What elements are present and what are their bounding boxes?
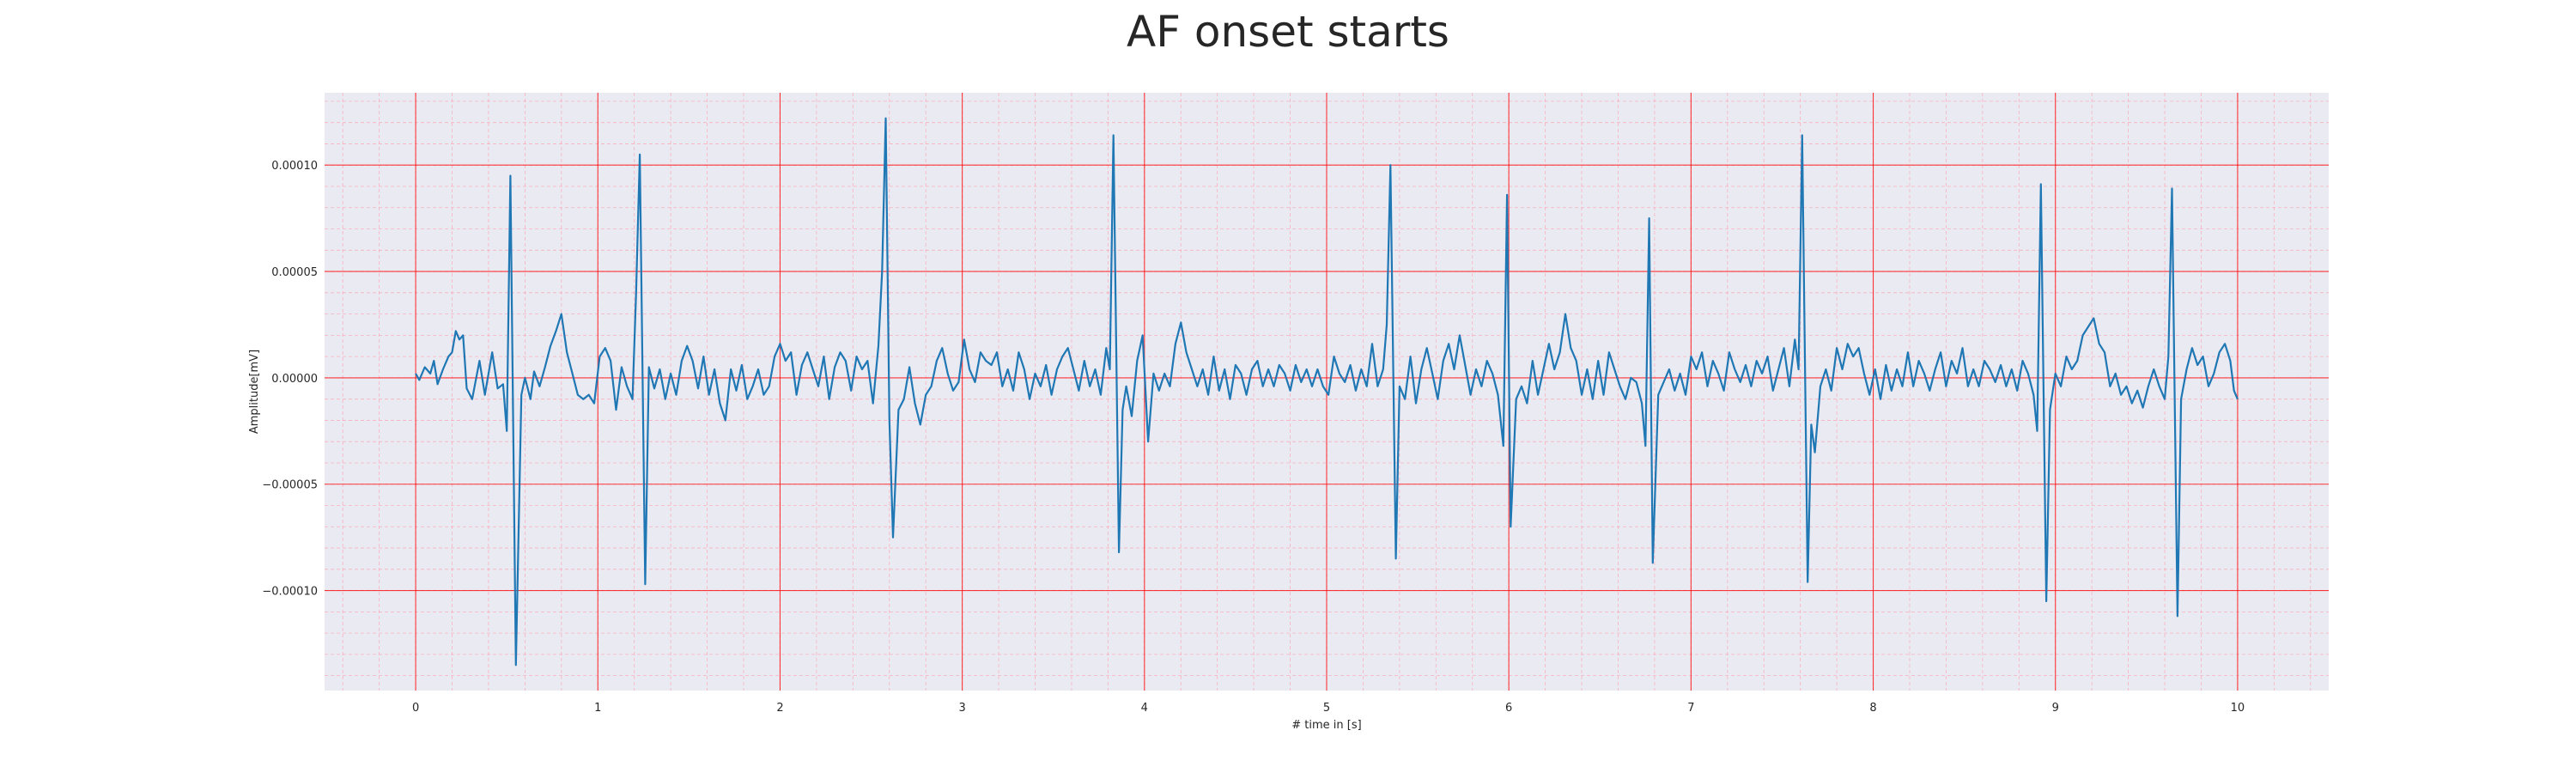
ecg-series-line — [415, 117, 2239, 666]
minor-grid — [325, 93, 2329, 691]
x-tick-label: 1 — [594, 702, 601, 715]
y-axis-label: Amplitude[mV] — [248, 350, 261, 434]
y-tick-label: 0.00010 — [271, 160, 318, 173]
x-tick-label: 7 — [1687, 702, 1694, 715]
x-axis-label: # time in [s] — [1291, 719, 1361, 732]
y-tick-labels: −0.00010 −0.00005 0.00000 0.00005 0.00010 — [262, 160, 318, 598]
x-tick-labels: 0 1 2 3 4 5 6 7 8 9 10 — [412, 702, 2245, 715]
series-layer — [415, 117, 2239, 666]
x-tick-label: 4 — [1141, 702, 1148, 715]
x-tick-label: 8 — [1869, 702, 1876, 715]
x-tick-label: 2 — [776, 702, 783, 715]
y-tick-label: 0.00000 — [271, 373, 318, 386]
y-tick-label: 0.00005 — [271, 266, 318, 279]
y-tick-label: −0.00005 — [262, 479, 318, 492]
x-tick-label: 5 — [1323, 702, 1330, 715]
major-grid — [325, 93, 2329, 691]
y-tick-label: −0.00010 — [262, 586, 318, 599]
x-tick-label: 0 — [412, 702, 419, 715]
x-tick-label: 10 — [2231, 702, 2245, 715]
chart-title: AF onset starts — [1127, 7, 1449, 57]
x-tick-label: 6 — [1505, 702, 1512, 715]
x-tick-label: 3 — [958, 702, 965, 715]
x-tick-label: 9 — [2052, 702, 2059, 715]
